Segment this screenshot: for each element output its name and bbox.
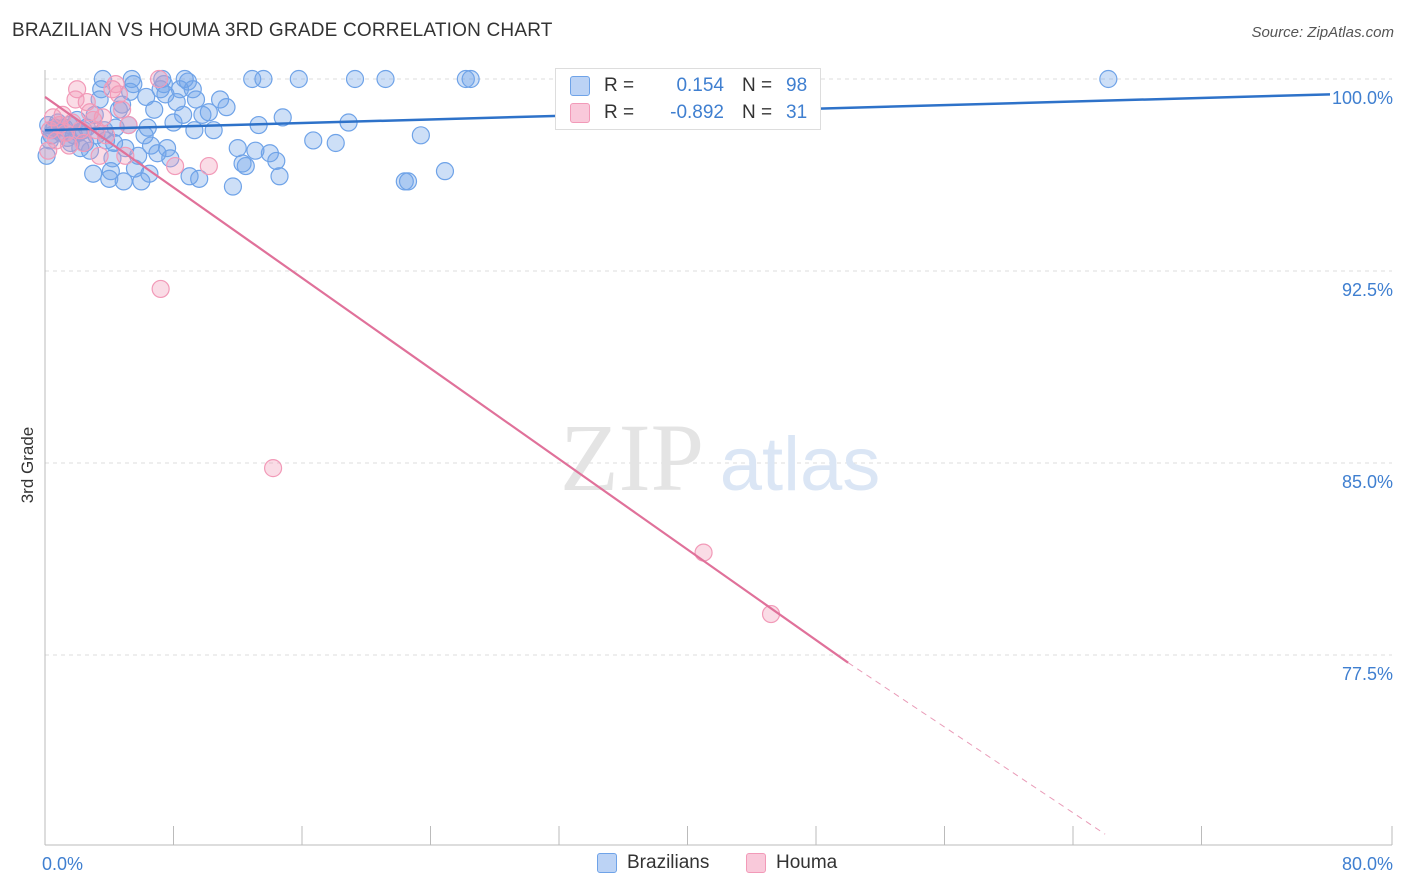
brazilians-point <box>246 141 265 160</box>
n-label: N = <box>742 75 773 96</box>
houma-point <box>90 146 109 165</box>
houma-point <box>199 156 218 176</box>
houma-point <box>106 75 125 94</box>
brazilians-point <box>411 126 430 145</box>
houma-point <box>77 92 96 112</box>
brazilians-point <box>223 177 243 196</box>
y-tick-label: 92.5% <box>1342 280 1393 300</box>
houma-point <box>96 126 116 145</box>
y-tick-label: 77.5% <box>1342 664 1393 684</box>
brazilians-point <box>140 164 159 183</box>
brazilians-point <box>345 69 365 89</box>
brazilians-point <box>461 69 480 89</box>
legend-label-brazilians: Brazilians <box>627 852 710 873</box>
series-legend: Brazilians Houma <box>0 850 1406 880</box>
brazilians-point <box>1099 69 1118 89</box>
houma-point <box>59 136 79 155</box>
houma-point <box>74 133 93 153</box>
brazilians-swatch <box>570 76 590 96</box>
brazilians-point <box>174 105 193 124</box>
brazilians-point <box>100 169 119 188</box>
houma-point <box>166 156 185 176</box>
n-value: 31 <box>786 102 808 123</box>
brazilians-point <box>376 69 395 89</box>
r-label: R = <box>604 75 635 96</box>
brazilians-point <box>304 131 323 150</box>
x-tick-label: 0.0% <box>42 854 83 874</box>
houma-point <box>694 543 713 562</box>
y-tick-label: 85.0% <box>1342 472 1393 492</box>
brazilians-point <box>254 69 273 89</box>
watermark-zip: ZIP <box>560 404 704 511</box>
legend-item-brazilians[interactable]: Brazilians <box>597 852 709 874</box>
x-tick-label: 80.0% <box>1342 854 1393 874</box>
houma-points <box>39 69 781 624</box>
brazilians-point <box>199 103 218 122</box>
stats-row-brazilians: R = 0.154 N = 98 <box>570 73 807 99</box>
brazilians-point <box>228 139 247 158</box>
houma-point <box>112 100 132 119</box>
tick-labels: 100.0% 92.5% 85.0% 77.5% 0.0% 80.0% <box>42 88 1393 874</box>
watermark: ZIP atlas <box>560 404 880 511</box>
brazilians-point <box>185 121 204 140</box>
brazilians-point <box>326 133 345 153</box>
legend-item-houma[interactable]: Houma <box>746 852 837 874</box>
r-value: -0.892 <box>670 102 724 123</box>
y-axis-label: 3rd Grade <box>18 426 37 504</box>
brazilians-point <box>456 69 475 89</box>
brazilians-point <box>183 80 202 99</box>
houma-point <box>151 279 170 299</box>
houma-point <box>263 459 283 478</box>
houma-point <box>109 85 128 104</box>
brazilians-point <box>270 167 289 186</box>
houma-swatch <box>570 103 590 123</box>
brazilians-point <box>84 164 103 183</box>
axes <box>44 70 1393 846</box>
brazilians-point <box>289 69 308 89</box>
houma-point <box>93 108 112 127</box>
brazilians-point <box>157 139 177 158</box>
brazilians-point <box>112 95 132 114</box>
chart-title: BRAZILIAN VS HOUMA 3RD GRADE CORRELATION… <box>12 20 553 41</box>
brazilians-point <box>217 98 236 117</box>
r-label: R = <box>604 102 635 123</box>
brazilians-point <box>124 75 143 94</box>
stats-row-houma: R = -0.892 N = 31 <box>570 100 807 126</box>
houma-point <box>119 115 138 135</box>
n-value: 98 <box>786 75 808 96</box>
stats-legend: R = 0.154 N = 98 R = -0.892 N = 31 <box>555 68 821 130</box>
brazilians-point <box>435 162 455 181</box>
houma-trend-line <box>44 96 849 664</box>
n-label: N = <box>742 102 773 123</box>
brazilians-point <box>398 172 418 191</box>
r-value: 0.154 <box>676 75 724 96</box>
brazilians-legend-swatch <box>597 853 617 873</box>
watermark-atlas: atlas <box>720 422 881 507</box>
houma-point <box>149 69 169 89</box>
brazilians-point <box>190 169 209 188</box>
houma-trend-extension <box>847 662 1106 835</box>
houma-point <box>68 80 87 99</box>
brazilians-point <box>267 151 286 171</box>
brazilians-point <box>137 87 156 107</box>
y-tick-label: 100.0% <box>1332 88 1393 108</box>
brazilians-point <box>114 172 133 191</box>
brazilians-point <box>273 108 292 127</box>
brazilians-point <box>236 156 255 176</box>
brazilians-point <box>186 90 206 109</box>
legend-label-houma: Houma <box>776 852 838 873</box>
houma-legend-swatch <box>746 853 766 873</box>
y-axis-label-wrap: 3rd Grade <box>8 415 48 515</box>
brazilians-point <box>233 154 252 173</box>
brazilians-point <box>145 100 164 119</box>
source-label: Source: ZipAtlas.com <box>1251 24 1394 41</box>
